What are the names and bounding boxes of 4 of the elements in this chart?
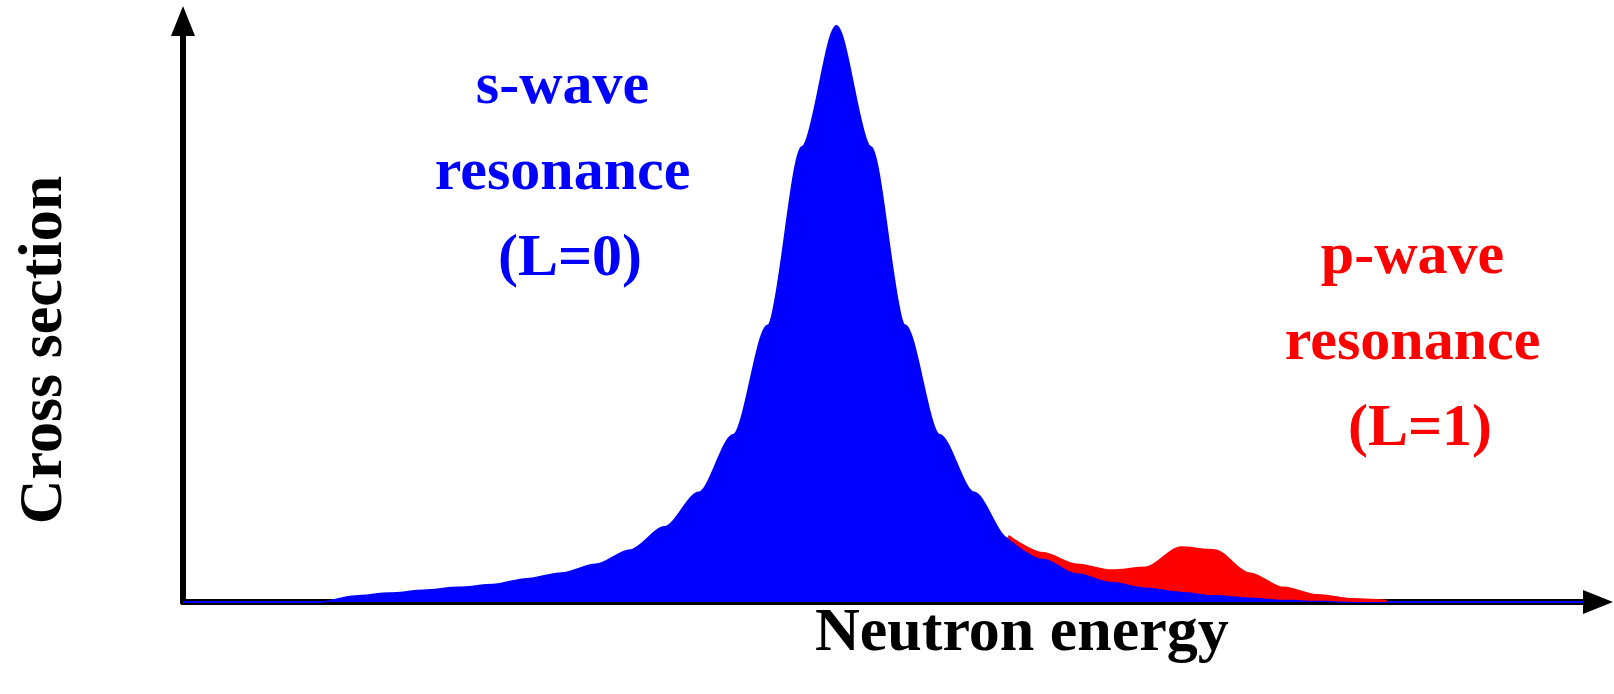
x-axis-title: Neutron energy	[815, 595, 1229, 663]
y-axis-title: Cross section	[6, 175, 74, 525]
series-label: p-wave resonance (L=1)	[1284, 220, 1556, 458]
series-label: s-wave resonance (L=0)	[434, 50, 706, 288]
